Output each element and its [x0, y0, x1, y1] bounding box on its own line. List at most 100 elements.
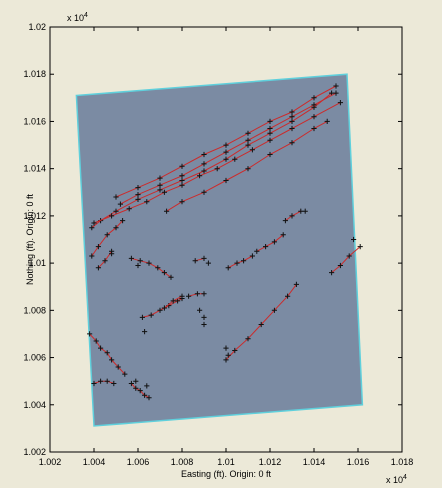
y-tick-label: 1.02: [28, 22, 46, 32]
pick-point: [329, 270, 335, 276]
pick-point: [91, 220, 97, 226]
pick-series-17: [223, 281, 299, 363]
pick-point: [148, 312, 154, 318]
pick-point: [232, 347, 238, 354]
pick-point: [205, 260, 211, 266]
y-tick-label: 1.006: [23, 353, 46, 363]
pick-point: [98, 345, 104, 351]
pick-point: [214, 166, 220, 172]
pick-point: [267, 137, 273, 143]
pick-point: [179, 199, 185, 205]
pick-point: [254, 248, 260, 254]
pick-point: [126, 206, 132, 212]
pick-point: [144, 199, 150, 205]
pick-point: [179, 182, 185, 188]
pick-point: [241, 258, 247, 264]
pick-series-4: [91, 100, 343, 226]
pick-point: [104, 378, 110, 384]
pick-series-13: [225, 253, 255, 271]
pick-point: [289, 118, 295, 124]
pick-point: [280, 232, 286, 238]
y-tick-label: 1.018: [23, 69, 46, 79]
pick-point: [245, 336, 251, 342]
pick-point: [109, 213, 115, 219]
pick-point: [115, 364, 121, 370]
x-tick-label: 1.012: [259, 457, 282, 467]
x-axis-title: Easting (ft). Origin: 0 ft: [181, 469, 272, 479]
pick-point: [267, 130, 273, 136]
x-tick-label: 1.01: [217, 457, 235, 467]
pick-point: [139, 314, 145, 320]
pick-point: [267, 125, 273, 132]
pick-series-14: [254, 232, 286, 254]
pick-point: [98, 378, 104, 384]
pick-point: [223, 345, 229, 351]
pick-point: [113, 208, 119, 214]
pick-point: [249, 253, 255, 259]
y-tick-label: 1.01: [28, 258, 46, 268]
pick-point: [128, 380, 134, 387]
pick-point: [179, 293, 185, 299]
pick-point: [267, 151, 273, 158]
pick-point: [201, 189, 207, 195]
pick-point: [245, 137, 251, 143]
pick-point: [109, 251, 115, 257]
pick-series-10: [161, 293, 185, 311]
pick-point: [170, 298, 176, 304]
pick-point: [135, 196, 141, 202]
pick-point: [89, 253, 95, 259]
y-tick-label: 1.014: [23, 164, 46, 174]
pick-point: [135, 185, 141, 191]
pick-point: [104, 350, 110, 356]
pick-series-3: [117, 90, 339, 207]
pick-point: [161, 189, 167, 195]
pick-point: [93, 338, 99, 344]
pick-point: [201, 291, 207, 297]
pick-point: [289, 109, 295, 115]
pick-point: [179, 177, 185, 184]
pick-series-16: [329, 244, 363, 276]
pick-point: [104, 232, 110, 238]
pick-point: [249, 147, 255, 153]
x-tick-label: 1.002: [39, 457, 62, 467]
series-layer: [87, 83, 363, 401]
pick-series-20: [128, 380, 152, 401]
x-axis: 1.002 1.004 1.006 1.008 1.01 1.012 1.014 1.016 1…: [39, 27, 413, 467]
pick-point: [201, 151, 207, 158]
pick-point: [311, 102, 317, 108]
pick-point: [289, 213, 295, 219]
x-exponent: x 104: [386, 474, 407, 485]
pick-point: [271, 239, 277, 245]
pick-point: [333, 90, 339, 96]
pick-point: [137, 388, 143, 394]
pick-point: [223, 156, 229, 162]
y-axis-title: Nothing (ft). Origin: 0 ft: [25, 193, 35, 285]
y-axis: 1.002 1.004 1.006 1.008 1.01 1.012 1.014 1.016 1…: [23, 22, 402, 457]
pick-line: [93, 380, 114, 384]
pick-point: [298, 208, 304, 214]
pick-point: [285, 293, 291, 299]
pick-point: [201, 255, 207, 261]
pick-point: [135, 262, 141, 269]
pick-point: [194, 291, 200, 297]
pick-point: [267, 118, 273, 124]
pick-point: [179, 163, 185, 169]
pick-point: [346, 253, 352, 259]
pick-point: [201, 161, 207, 167]
pick-point: [293, 281, 299, 287]
pick-point: [157, 307, 163, 313]
pick-point: [337, 100, 343, 106]
pick-point: [179, 173, 185, 179]
pick-point: [146, 260, 152, 266]
pick-series-6: [89, 218, 126, 259]
x-tick-label: 1.014: [303, 457, 326, 467]
x-tick-label: 1.008: [171, 457, 194, 467]
x-tick-label: 1.006: [127, 457, 150, 467]
pick-point: [282, 218, 288, 224]
pick-series-1: [89, 90, 335, 231]
pick-series-8: [128, 255, 174, 280]
pick-point: [225, 265, 231, 271]
pick-point: [351, 236, 357, 243]
pick-line: [227, 255, 253, 269]
